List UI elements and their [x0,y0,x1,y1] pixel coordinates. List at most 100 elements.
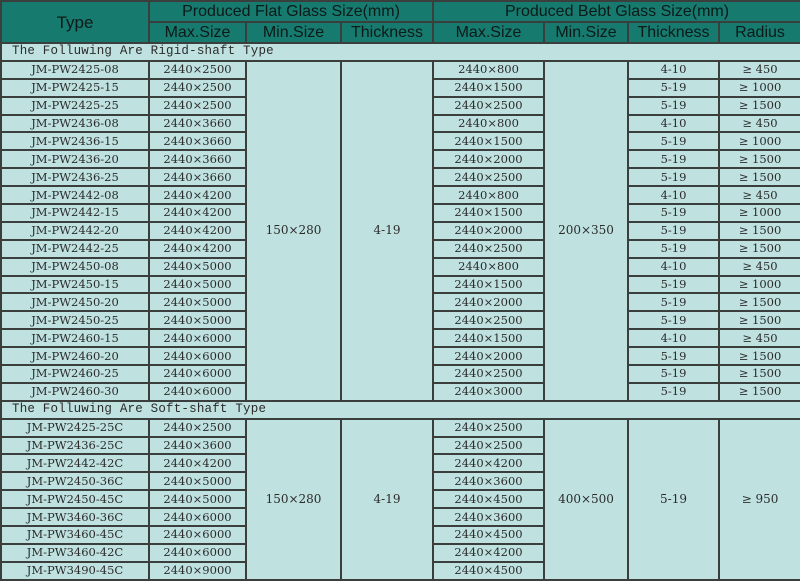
bent-thickness-cell: 5-19 [627,95,720,116]
flat-max-cell: 2440×2500 [148,77,247,98]
bent-max-cell: 2440×4500 [432,489,545,510]
flat-max-cell: 2440×3660 [148,167,247,188]
table-row: JM-PW2436-08 2440×3660 2440×800 4-10 ≥ 450 [0,113,800,134]
bent-max-cell: 2440×2500 [432,310,545,331]
table-row: JM-PW2450-25 2440×5000 2440×2500 5-19 ≥ 1500 [0,310,800,331]
bent-max-cell: 2440×800 [432,113,545,134]
type-cell: JM-PW2425-15 [0,77,150,98]
type-cell: JM-PW2460-20 [0,346,150,367]
type-cell: JM-PW3460-45C [0,525,150,545]
type-cell: JM-PW2450-08 [0,256,150,277]
table-row: JM-PW2450-45C 2440×5000 2440×4500 [0,489,800,510]
bent-max-cell: 2440×2000 [432,149,545,170]
flat-min-cell: 150×280 [245,417,342,581]
flat-max-cell: 2440×2500 [148,59,247,80]
flat-max-cell: 2440×3660 [148,149,247,170]
table-row: JM-PW2425-25 2440×2500 2440×2500 5-19 ≥ 1500 [0,95,800,116]
bent-thickness-cell: 5-19 [627,131,720,152]
bent-max-cell: 2440×2500 [432,435,545,456]
flat-max-cell: 2440×6000 [148,507,247,528]
bent-thickness-cell: 5-19 [627,417,720,581]
bent-thickness-cell: 5-19 [627,310,720,331]
bent-max-cell: 2440×800 [432,185,545,206]
table-row: JM-PW2442-25 2440×4200 2440×2500 5-19 ≥ 1500 [0,238,800,259]
bent-max-cell: 2440×4500 [432,525,545,545]
flat-thickness-cell: 4-19 [340,417,434,581]
flat-max-cell: 2440×6000 [148,525,247,545]
header-bent-min: Min.Size [543,21,629,44]
flat-max-cell: 2440×2500 [148,95,247,116]
table-row: JM-PW2436-20 2440×3660 2440×2000 5-19 ≥ 1500 [0,149,800,170]
bent-radius-cell: ≥ 1500 [717,167,800,188]
bent-thickness-cell: 5-19 [627,346,720,367]
flat-max-cell: 2440×4200 [148,220,247,241]
type-cell: JM-PW2425-08 [0,59,150,80]
bent-thickness-cell: 5-19 [627,364,720,384]
flat-max-cell: 2440×9000 [148,560,247,581]
bent-max-cell: 2440×1500 [432,203,545,223]
table-row: JM-PW2450-08 2440×5000 2440×800 4-10 ≥ 450 [0,256,800,277]
type-cell: JM-PW2460-15 [0,328,150,349]
table-row: JM-PW2442-15 2440×4200 2440×1500 5-19 ≥ 1000 [0,203,800,223]
flat-max-cell: 2440×5000 [148,256,247,277]
table-row: JM-PW2425-25C 2440×2500 150×280 4-19 2440×25… [0,417,800,581]
table-body: The Folluwing Are Rigid-shaft Type JM-PW2… [0,42,800,581]
bent-radius-cell: ≥ 1500 [717,238,800,259]
table-row: JM-PW2450-20 2440×5000 2440×2000 5-19 ≥ 1500 [0,292,800,313]
bent-radius-cell: ≥ 1500 [717,346,800,367]
bent-max-cell: 2440×1500 [432,131,545,152]
bent-thickness-cell: 4-10 [627,185,720,206]
table-row: JM-PW2436-15 2440×3660 2440×1500 5-19 ≥ 1000 [0,131,800,152]
bent-radius-cell: ≥ 950 [717,417,800,581]
header-flat-min: Min.Size [245,21,342,44]
bent-max-cell: 2440×4500 [432,560,545,581]
flat-max-cell: 2440×6000 [148,381,247,402]
type-cell: JM-PW2436-25C [0,435,150,456]
bent-radius-cell: ≥ 450 [717,328,800,349]
bent-radius-cell: ≥ 1500 [717,364,800,384]
bent-max-cell: 2440×4200 [432,453,545,474]
table-row: JM-PW2442-20 2440×4200 2440×2000 5-19 ≥ 1500 [0,220,800,241]
flat-max-cell: 2440×4200 [148,238,247,259]
bent-max-cell: 2440×3000 [432,381,545,402]
bent-thickness-cell: 4-10 [627,113,720,134]
table-row: JM-PW2460-20 2440×6000 2440×2000 5-19 ≥ 1500 [0,346,800,367]
flat-max-cell: 2440×3660 [148,131,247,152]
bent-radius-cell: ≥ 450 [717,256,800,277]
bent-radius-cell: ≥ 450 [717,59,800,80]
bent-max-cell: 2440×3600 [432,507,545,528]
flat-min-cell: 150×280 [245,59,342,402]
header-type: Type [0,0,150,44]
type-cell: JM-PW3460-36C [0,507,150,528]
bent-radius-cell: ≥ 1500 [717,220,800,241]
section-label: The Folluwing Are Rigid-shaft Type [0,42,800,62]
section-row: The Folluwing Are Soft-shaft Type [0,399,800,420]
type-cell: JM-PW2436-20 [0,149,150,170]
bent-min-cell: 400×500 [543,417,629,581]
type-cell: JM-PW2442-15 [0,203,150,223]
bent-thickness-cell: 5-19 [627,203,720,223]
bent-thickness-cell: 4-10 [627,256,720,277]
type-cell: JM-PW2436-08 [0,113,150,134]
flat-max-cell: 2440×4200 [148,203,247,223]
bent-max-cell: 2440×2500 [432,238,545,259]
bent-max-cell: 2440×2000 [432,292,545,313]
bent-max-cell: 2440×2500 [432,95,545,116]
bent-thickness-cell: 5-19 [627,149,720,170]
flat-max-cell: 2440×4200 [148,185,247,206]
bent-max-cell: 2440×2500 [432,417,545,438]
type-cell: JM-PW2442-08 [0,185,150,206]
bent-thickness-cell: 5-19 [627,292,720,313]
bent-max-cell: 2440×3600 [432,471,545,492]
type-cell: JM-PW2450-45C [0,489,150,510]
type-cell: JM-PW2436-15 [0,131,150,152]
bent-max-cell: 2440×1500 [432,328,545,349]
bent-thickness-cell: 5-19 [627,77,720,98]
type-cell: JM-PW2460-30 [0,381,150,402]
bent-max-cell: 2440×1500 [432,274,545,295]
bent-thickness-cell: 4-10 [627,328,720,349]
header-bent-radius: Radius [717,21,800,44]
table-row: JM-PW2436-25C 2440×3600 2440×2500 [0,435,800,456]
flat-max-cell: 2440×5000 [148,310,247,331]
